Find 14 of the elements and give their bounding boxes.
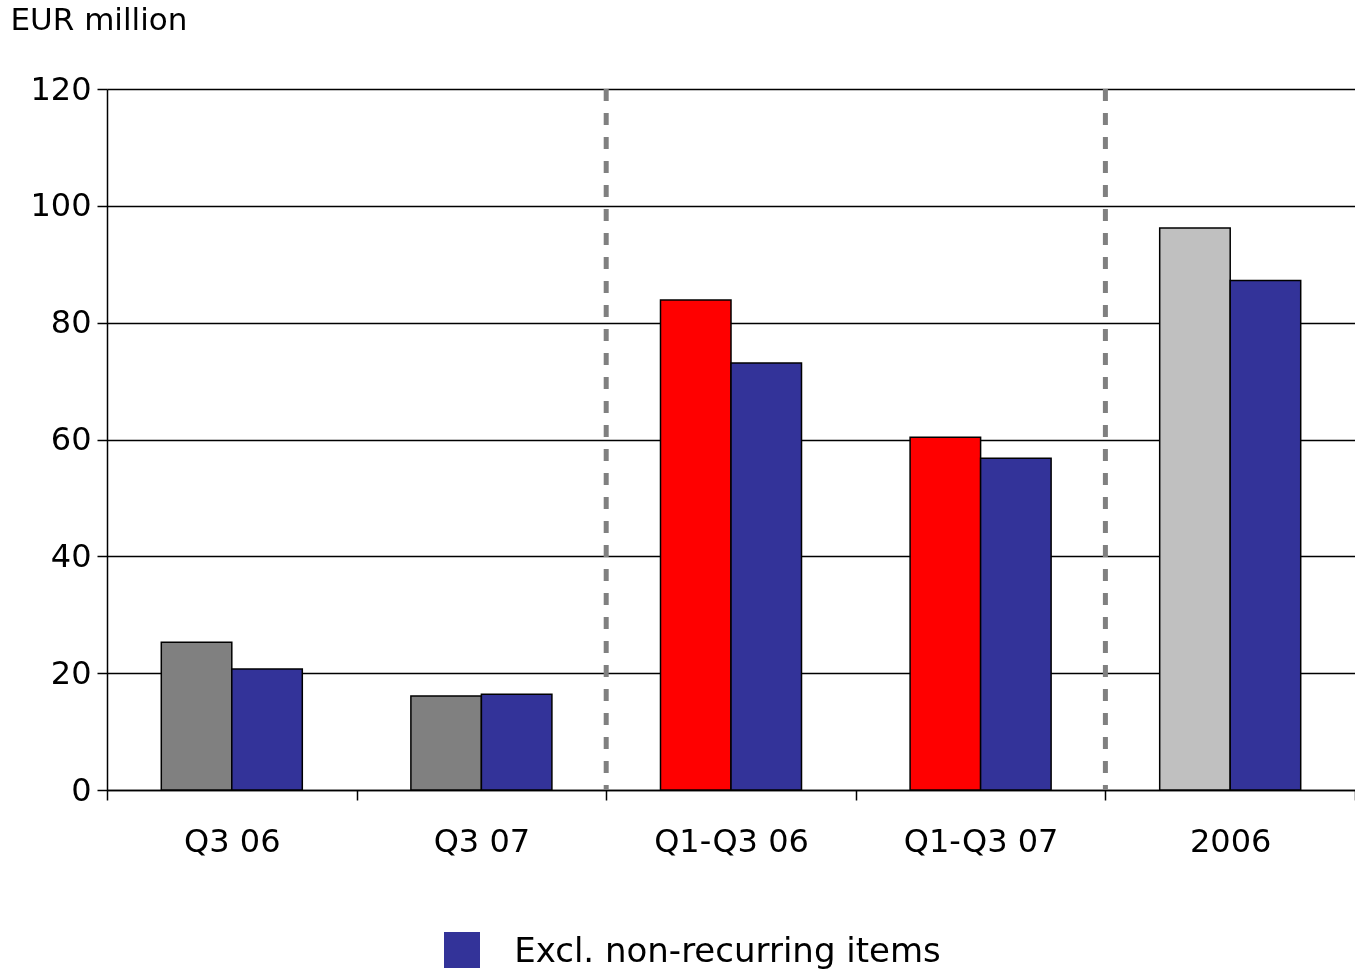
y-tick-label: 20 [50,653,92,692]
legend-label: Excl. non-recurring items [514,930,941,970]
x-tick-label: 2006 [1189,821,1272,860]
x-tick-label: Q3 07 [433,821,531,860]
y-tick-label: 80 [50,303,92,342]
y-tick-label: 60 [50,420,92,458]
y-tick-label: 100 [30,186,92,225]
y-tick-label: 40 [50,536,92,575]
y-tick-label: 0 [71,770,92,809]
y-axis-title: EUR million [10,0,188,37]
x-tick-label: Q1-Q3 07 [903,821,1059,860]
y-tick-label: 120 [30,69,92,108]
x-tick-label: Q1-Q3 06 [654,821,809,860]
x-tick-label: Q3 06 [184,821,281,860]
